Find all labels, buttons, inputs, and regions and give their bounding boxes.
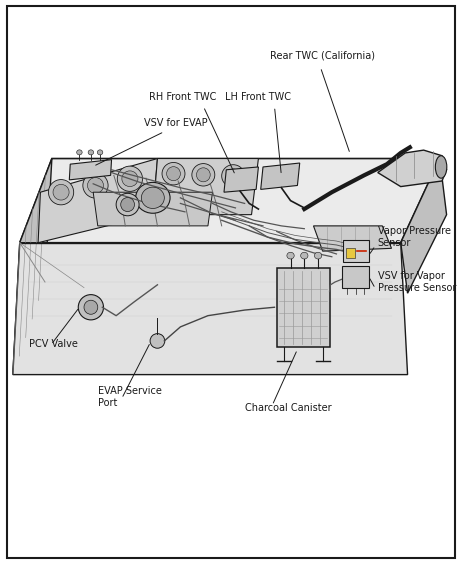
Ellipse shape <box>83 173 108 198</box>
Polygon shape <box>69 160 111 180</box>
Ellipse shape <box>435 156 447 178</box>
Ellipse shape <box>117 166 143 191</box>
Polygon shape <box>313 226 392 251</box>
Polygon shape <box>378 150 447 187</box>
Text: Vapor Pressure
Sensor: Vapor Pressure Sensor <box>378 226 451 248</box>
Polygon shape <box>93 192 212 226</box>
Ellipse shape <box>222 165 245 187</box>
Ellipse shape <box>301 252 308 259</box>
Text: EVAP Service
Port: EVAP Service Port <box>98 386 162 408</box>
FancyBboxPatch shape <box>346 248 355 258</box>
Polygon shape <box>13 243 408 374</box>
Ellipse shape <box>53 184 69 200</box>
FancyBboxPatch shape <box>342 266 369 288</box>
Polygon shape <box>153 158 258 215</box>
Ellipse shape <box>77 150 82 155</box>
FancyBboxPatch shape <box>277 268 329 346</box>
Polygon shape <box>261 163 300 190</box>
Text: VSV for Vapor
Pressure Sensor: VSV for Vapor Pressure Sensor <box>378 271 456 293</box>
Ellipse shape <box>121 197 135 212</box>
Ellipse shape <box>87 178 103 193</box>
Ellipse shape <box>141 187 164 209</box>
Text: PCV Valve: PCV Valve <box>29 339 78 349</box>
Ellipse shape <box>314 252 322 259</box>
Ellipse shape <box>150 334 165 348</box>
Ellipse shape <box>287 252 294 259</box>
Ellipse shape <box>167 167 181 180</box>
Ellipse shape <box>88 150 94 155</box>
Ellipse shape <box>192 164 215 186</box>
Polygon shape <box>401 158 447 293</box>
Text: Rear TWC (California): Rear TWC (California) <box>270 50 375 60</box>
FancyBboxPatch shape <box>7 6 455 558</box>
Ellipse shape <box>78 294 103 320</box>
Text: RH Front TWC: RH Front TWC <box>149 92 216 103</box>
Ellipse shape <box>48 179 73 205</box>
Ellipse shape <box>136 182 170 213</box>
Polygon shape <box>224 167 258 192</box>
Ellipse shape <box>97 150 103 155</box>
Polygon shape <box>20 158 440 243</box>
Ellipse shape <box>162 162 185 185</box>
FancyBboxPatch shape <box>343 240 369 262</box>
Ellipse shape <box>196 168 210 182</box>
Ellipse shape <box>122 171 138 187</box>
Ellipse shape <box>116 193 139 216</box>
Text: LH Front TWC: LH Front TWC <box>226 92 292 103</box>
Polygon shape <box>13 158 52 374</box>
Ellipse shape <box>84 300 98 314</box>
Ellipse shape <box>226 169 240 183</box>
Text: Charcoal Canister: Charcoal Canister <box>245 403 331 413</box>
Polygon shape <box>38 158 157 243</box>
Text: VSV for EVAP: VSV for EVAP <box>144 118 207 127</box>
